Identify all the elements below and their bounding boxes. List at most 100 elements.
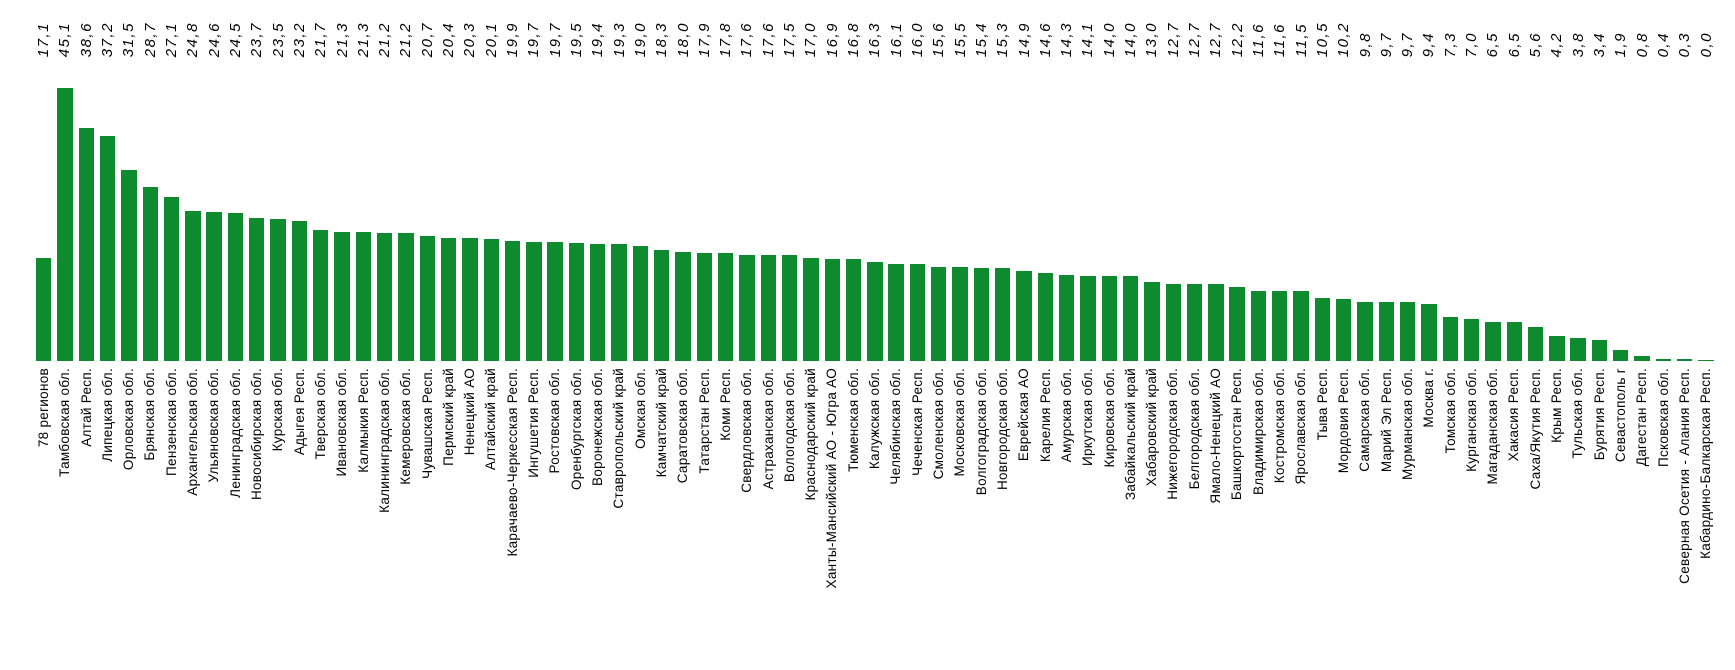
bar-category-label: Ярославская обл. (1293, 368, 1309, 485)
bar (654, 250, 670, 361)
bar-column: 20,7 Чувашская Респ. (417, 0, 438, 670)
bar-category-area: Хабаровский край (1141, 361, 1162, 670)
bar (973, 267, 990, 361)
bar-plot-area (310, 58, 331, 361)
bar-column: 16,1 Челябинская обл. (886, 0, 907, 670)
bar-value-label: 20,4 (440, 21, 458, 57)
bar (952, 267, 968, 361)
bar (1506, 321, 1522, 361)
bar-value-area: 17,6 (758, 0, 779, 58)
bar-column: 0,8 Дагестан Респ. (1631, 0, 1652, 670)
bar-column: 3,8 Тульская обл. (1568, 0, 1589, 670)
bar-category-label: Ямало-Ненецкий АО (1208, 368, 1224, 504)
bar-column: 0,0 Кабардино-Балкарская Респ. (1695, 0, 1716, 670)
bar (1698, 359, 1714, 361)
bar-column: 19,7 Ростовская обл. (545, 0, 566, 670)
bar-column: 20,3 Ненецкий АО (459, 0, 480, 670)
bar-value-area: 20,4 (438, 0, 459, 58)
bar-value-label: 3,8 (1569, 31, 1587, 57)
bar-category-area: Новосибирская обл. (246, 361, 267, 670)
bar-category-label: Ненецкий АО (462, 368, 478, 456)
bar-category-area: Алтай Респ. (76, 361, 97, 670)
bar-category-area: Самарская обл. (1354, 361, 1375, 670)
bar-plot-area (545, 58, 566, 361)
bar-value-area: 16,1 (886, 0, 907, 58)
bar (1442, 316, 1458, 361)
bar-column: 18,3 Камчатский край (651, 0, 672, 670)
bar-value-area: 19,9 (502, 0, 523, 58)
bar-category-area: Ярославская обл. (1290, 361, 1311, 670)
bar (78, 127, 94, 361)
bar-plot-area (1312, 58, 1333, 361)
bar-category-area: Тульская обл. (1568, 361, 1589, 670)
bar-category-label: Хабаровский край (1144, 368, 1160, 487)
bar-column: 17,8 Коми Респ. (715, 0, 736, 670)
bar-value-area: 9,4 (1418, 0, 1439, 58)
bar-value-area: 3,8 (1568, 0, 1589, 58)
bar-category-label: Ленинградская обл. (227, 368, 243, 498)
bar-category-area: Курганская обл. (1461, 361, 1482, 670)
bar (376, 232, 393, 361)
bar-plot-area (843, 58, 864, 361)
bar-value-area: 23,2 (289, 0, 310, 58)
bar-value-label: 19,3 (610, 21, 628, 57)
bar-value-label: 11,6 (1249, 22, 1267, 57)
bar (1485, 321, 1501, 361)
bar-column: 21,2 Калининградская обл. (374, 0, 395, 670)
bar-column: 20,4 Пермский край (438, 0, 459, 670)
bar-column: 20,1 Алтайский край (481, 0, 502, 670)
bar-column: 11,5 Ярославская обл. (1290, 0, 1311, 670)
bar-column: 16,0 Чеченская Респ. (907, 0, 928, 670)
bar-value-label: 23,2 (290, 21, 308, 57)
bar-category-area: Мурманская обл. (1397, 361, 1418, 670)
bar (1570, 338, 1586, 361)
bar-category-label: Башкортостан Респ. (1229, 368, 1245, 501)
bar (696, 252, 713, 361)
bar-category-label: Иркутская обл. (1080, 368, 1096, 467)
bar-value-label: 21,3 (333, 21, 351, 57)
bar-category-area: Севастополь г (1610, 361, 1631, 670)
bar-value-area: 16,3 (864, 0, 885, 58)
bar-column: 19,9 Карачаево-Черкесская Респ. (502, 0, 523, 670)
bar-column: 5,6 Саха/Якутия Респ. (1525, 0, 1546, 670)
bar-value-label: 15,3 (994, 21, 1012, 57)
bar (1058, 274, 1075, 361)
bar-value-area: 17,1 (33, 0, 54, 58)
bar-value-area: 6,5 (1504, 0, 1525, 58)
bar-column: 19,0 Омская обл. (630, 0, 651, 670)
bar-value-label: 23,5 (269, 21, 287, 57)
bar-value-label: 45,1 (56, 21, 74, 57)
bar-plot-area (1163, 58, 1184, 361)
bar-plot-area (353, 58, 374, 361)
bar (1634, 356, 1650, 361)
bar-category-label: Архангельская обл. (185, 368, 201, 496)
bar (206, 212, 222, 361)
bar-column: 9,4 Москва г. (1418, 0, 1439, 670)
bar (483, 239, 499, 361)
bar-plot-area (502, 58, 523, 361)
bar-column: 37,2 Липецкая обл. (97, 0, 118, 670)
bar-value-area: 21,3 (353, 0, 374, 58)
bar-plot-area (1610, 58, 1631, 361)
bar-plot-area (438, 58, 459, 361)
bar-plot-area (1589, 58, 1610, 361)
bar-value-area: 9,7 (1376, 0, 1397, 58)
bar (995, 268, 1011, 361)
bar-category-label: Ингушетия Респ. (526, 368, 542, 478)
bar-plot-area (161, 58, 182, 361)
bar-value-area: 17,6 (736, 0, 757, 58)
bar-value-area: 14,0 (1120, 0, 1141, 58)
bar-value-label: 12,2 (1228, 21, 1246, 57)
bar-category-area: Ямало-Ненецкий АО (1205, 361, 1226, 670)
bar (739, 254, 755, 361)
bar-category-label: Карелия Респ. (1037, 368, 1053, 463)
bar-plot-area (459, 58, 480, 361)
bar-value-label: 20,3 (461, 21, 479, 57)
bar-category-label: Амурская обл. (1058, 368, 1074, 463)
bar-category-label: Волгоградская обл. (973, 368, 989, 496)
bar-category-area: Волгоградская обл. (971, 361, 992, 670)
bar-plot-area (1525, 58, 1546, 361)
bar-category-label: Москва г. (1421, 368, 1437, 428)
bar-column: 17,1 78 регионов (33, 0, 54, 670)
bar-value-label: 24,8 (184, 21, 202, 57)
